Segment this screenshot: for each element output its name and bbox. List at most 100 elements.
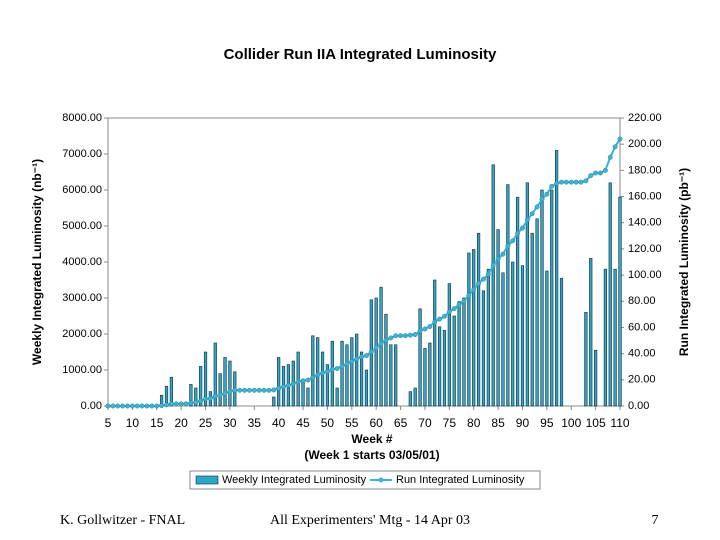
x-axis-subtitle: (Week 1 starts 03/05/01) — [304, 448, 439, 462]
line-marker — [246, 387, 252, 393]
bar — [476, 232, 481, 407]
line-marker — [324, 369, 330, 375]
bar — [194, 387, 198, 407]
x-tick-label: 80 — [467, 416, 481, 430]
y2-axis-title: Run Integrated Luminosity (pb⁻¹) — [677, 168, 691, 356]
bar — [389, 344, 393, 407]
bar — [379, 286, 383, 407]
bar — [374, 297, 378, 407]
line-marker — [456, 302, 462, 308]
legend-swatch — [195, 475, 219, 485]
line-marker — [120, 403, 126, 409]
y-tick-label: 8000.00 — [62, 112, 102, 124]
line-marker — [402, 333, 408, 339]
line-marker — [217, 392, 223, 398]
x-tick-label: 100 — [561, 416, 581, 430]
bar — [413, 387, 417, 407]
line-marker — [251, 387, 257, 393]
y2-tick-label: 80.00 — [628, 295, 656, 307]
line-marker — [237, 387, 243, 393]
bar — [301, 380, 305, 407]
line-marker — [359, 354, 365, 360]
line-marker — [520, 225, 525, 231]
bar — [418, 308, 422, 407]
bar — [359, 351, 364, 407]
x-tick-label: 65 — [394, 416, 408, 430]
line-marker — [495, 256, 501, 262]
line-marker — [363, 353, 369, 359]
bar — [228, 360, 232, 407]
chart-title: Collider Run IIA Integrated Luminosity — [224, 46, 497, 63]
x-tick-label: 110 — [610, 416, 629, 430]
line-marker — [261, 387, 267, 393]
bar — [316, 337, 320, 407]
line-marker — [281, 384, 286, 390]
bar — [350, 337, 354, 407]
line-marker — [193, 399, 199, 405]
y2-tick-label: 160.00 — [628, 190, 662, 202]
bar — [218, 373, 222, 407]
line-marker — [334, 366, 340, 372]
bar — [277, 357, 281, 407]
bar — [584, 312, 588, 407]
line-marker — [154, 403, 160, 409]
bar — [213, 342, 217, 407]
bar — [384, 313, 388, 407]
line-marker — [568, 179, 574, 185]
line-marker — [242, 387, 247, 393]
bar — [530, 232, 534, 407]
line-marker — [417, 328, 423, 334]
line-marker — [529, 211, 535, 217]
line-marker — [320, 370, 326, 376]
bar — [550, 189, 554, 407]
bar — [608, 182, 612, 407]
bar — [545, 270, 549, 407]
x-tick-label: 55 — [345, 416, 359, 430]
line-marker — [129, 403, 135, 409]
y2-tick-label: 140.00 — [628, 217, 662, 229]
line-marker — [203, 396, 208, 402]
line-marker — [612, 144, 618, 150]
bar — [345, 344, 349, 407]
y-tick-label: 0.00 — [81, 400, 102, 412]
line-marker — [544, 191, 550, 197]
bar — [340, 340, 344, 407]
line-marker — [510, 238, 516, 244]
bar — [189, 384, 193, 407]
line-marker — [442, 313, 447, 319]
bar — [496, 229, 500, 407]
line-marker — [368, 349, 374, 355]
bar — [491, 164, 495, 407]
x-tick-label: 50 — [321, 416, 335, 430]
bar — [452, 315, 456, 407]
y-tick-label: 4000.00 — [62, 256, 102, 268]
line-marker — [427, 324, 433, 329]
line-marker — [412, 332, 418, 337]
bar — [433, 279, 437, 407]
bar — [296, 351, 300, 407]
plot-area — [107, 117, 621, 407]
bar — [594, 349, 598, 407]
line-marker — [305, 377, 311, 383]
x-tick-label: 90 — [516, 416, 530, 430]
line-marker — [134, 403, 140, 409]
line-marker — [432, 319, 438, 325]
footer-center: All Experimenters' Mtg - 14 Apr 03 — [270, 513, 470, 528]
line-marker — [481, 276, 486, 282]
line-marker — [207, 395, 213, 401]
line-marker — [383, 337, 389, 343]
line-marker — [164, 402, 169, 408]
bar — [501, 272, 505, 407]
bar — [618, 196, 622, 407]
bar — [330, 340, 334, 407]
line-marker — [149, 403, 155, 409]
y2-tick-label: 180.00 — [628, 164, 662, 176]
line-marker — [232, 387, 238, 393]
bar — [428, 342, 432, 407]
line-marker — [276, 385, 282, 391]
line-marker — [168, 401, 174, 407]
y2-tick-label: 120.00 — [628, 243, 662, 255]
line-marker — [339, 363, 345, 369]
line-marker — [105, 403, 111, 409]
x-tick-label: 85 — [491, 416, 505, 430]
